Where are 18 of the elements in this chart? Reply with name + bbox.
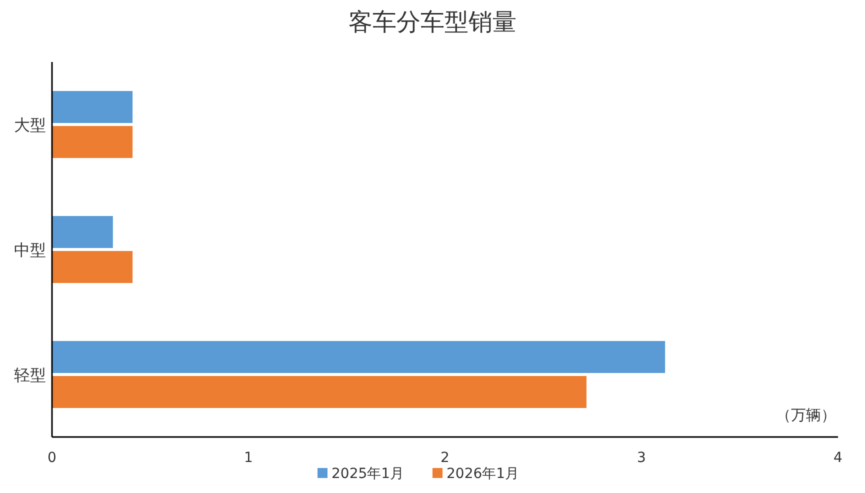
bar	[52, 216, 113, 248]
x-tick-label: 4	[834, 450, 843, 466]
bar	[52, 126, 133, 158]
legend-label: 2026年1月	[446, 466, 520, 482]
bar	[52, 251, 133, 283]
bar	[52, 376, 586, 408]
legend-label: 2025年1月	[332, 466, 404, 482]
bar	[52, 341, 666, 373]
y-tick-label: 大型	[14, 116, 46, 134]
x-tick-label: 1	[244, 450, 253, 466]
x-tick-label: 0	[48, 450, 56, 466]
chart-title: 客车分车型销量	[348, 8, 516, 36]
x-axis-title: （万辆）	[776, 406, 836, 424]
x-tick-label: 3	[637, 450, 646, 466]
y-tick-label: 中型	[14, 240, 46, 260]
y-tick-label: 轻型	[14, 366, 46, 384]
x-tick-label: 2	[440, 450, 450, 466]
bar	[52, 91, 133, 123]
